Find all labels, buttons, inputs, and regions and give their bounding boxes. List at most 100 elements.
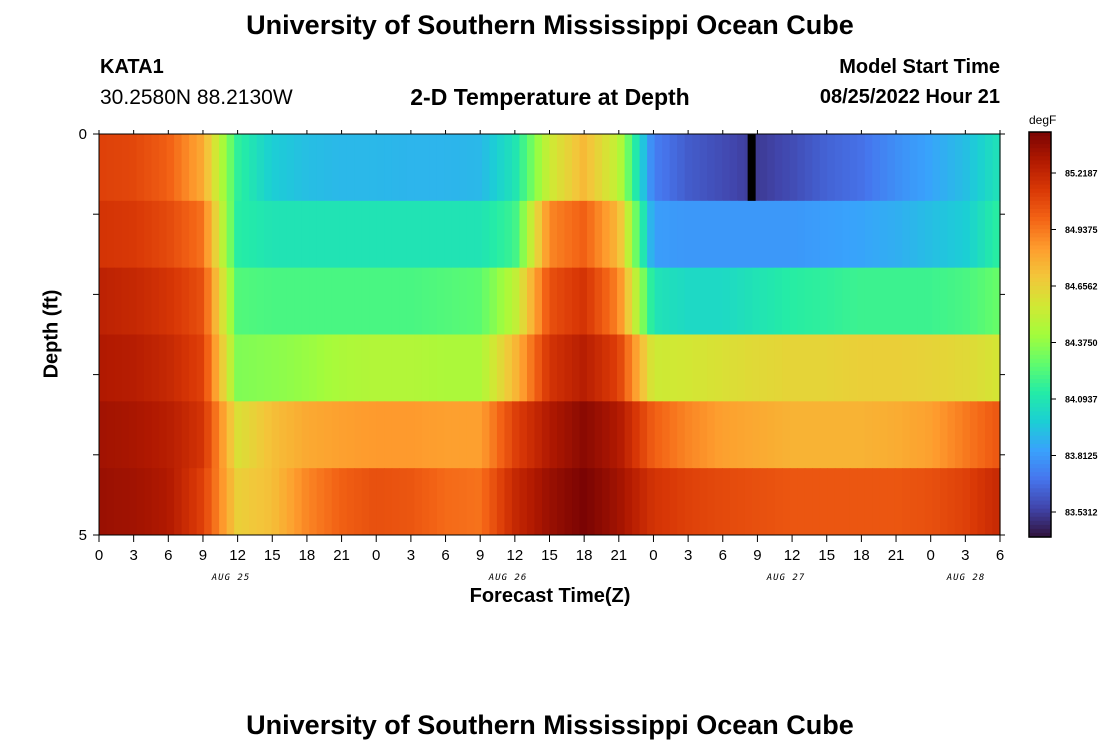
colorbar-segment (1029, 358, 1051, 364)
heatmap-cell (159, 267, 168, 335)
heatmap-cell (361, 200, 370, 269)
heatmap-cell (737, 401, 746, 469)
heatmap-cell (114, 134, 123, 202)
colorbar-segment (1029, 415, 1051, 421)
x-tick-label: 6 (996, 547, 1004, 564)
heatmap-cell (511, 267, 521, 335)
heatmap-cell (114, 401, 123, 469)
heatmap-cell (189, 200, 198, 269)
heatmap-cell (519, 468, 528, 536)
heatmap-cell (879, 267, 888, 335)
heatmap-cell (399, 468, 408, 536)
heatmap-cell (309, 267, 318, 335)
heatmap-cell (136, 267, 145, 335)
heatmap-cell (632, 334, 641, 402)
heatmap-cell (887, 334, 896, 402)
heatmap-cell (782, 401, 791, 469)
heatmap-cell (399, 334, 408, 402)
heatmap-cell (204, 267, 213, 335)
heatmap-cell (489, 334, 498, 402)
colorbar-segment (1029, 277, 1051, 283)
heatmap-cell (662, 134, 671, 202)
heatmap-cell (399, 134, 408, 202)
heatmap-cell (264, 267, 273, 335)
heatmap-cell (564, 200, 573, 269)
heatmap-cell (864, 200, 873, 269)
heatmap-cell (114, 200, 123, 269)
heatmap-cell (804, 401, 813, 469)
heatmap-cell (557, 134, 566, 202)
heatmap-cell (174, 334, 183, 402)
heatmap-cell (99, 401, 108, 469)
heatmap-cell (241, 200, 250, 269)
heatmap-cell (729, 468, 738, 536)
heatmap-cell (947, 401, 956, 469)
heatmap-cell (294, 200, 303, 269)
heatmap-cell (421, 134, 430, 202)
heatmap-cell (849, 468, 858, 536)
colorbar-segment (1029, 172, 1051, 178)
page-title: University of Southern Mississippi Ocean… (246, 10, 854, 40)
heatmap-cell (894, 468, 903, 536)
heatmap-cell (264, 200, 273, 269)
heatmap-cell (917, 401, 926, 469)
heatmap-cell (774, 267, 783, 335)
heatmap-cell (564, 334, 573, 402)
heatmap-cell (699, 468, 708, 536)
model-start-label: Model Start Time (839, 56, 1000, 78)
heatmap-cell (429, 468, 438, 536)
heatmap-cell (241, 468, 250, 536)
heatmap-cell (954, 200, 964, 269)
heatmap-cell (587, 200, 596, 269)
colorbar-segment (1029, 516, 1051, 522)
heatmap-cell (744, 401, 753, 469)
heatmap-cell (677, 468, 686, 536)
colorbar-segment (1029, 144, 1051, 149)
heatmap-cell (752, 267, 761, 335)
heatmap-cell (496, 468, 506, 536)
colorbar-segment (1029, 375, 1051, 380)
heatmap-cell (722, 267, 731, 335)
heatmap-cell (279, 401, 288, 469)
colorbar-segment (1029, 464, 1051, 469)
heatmap-cell (924, 334, 934, 402)
heatmap-cell (489, 200, 498, 269)
heatmap-cell (234, 267, 243, 335)
heatmap-cell (376, 267, 385, 335)
heatmap-cell (909, 200, 919, 269)
heatmap-cell (211, 200, 220, 269)
colorbar-segment (1029, 245, 1051, 251)
heatmap-cell (857, 267, 866, 335)
heatmap-cell (279, 134, 288, 202)
heatmap-cell (339, 468, 348, 536)
heatmap-cell (391, 200, 400, 269)
colorbar-segment (1029, 411, 1051, 417)
heatmap-cell (511, 401, 521, 469)
heatmap-cell (466, 401, 476, 469)
heatmap-cell (519, 334, 528, 402)
heatmap-cell (729, 267, 738, 335)
heatmap-cell (647, 134, 656, 202)
heatmap-cell (474, 334, 483, 402)
heatmap-cell (774, 468, 783, 536)
x-tick-label: 0 (372, 547, 380, 564)
heatmap-cell (662, 334, 671, 402)
heatmap-cell (917, 200, 926, 269)
heatmap-cell (917, 134, 926, 202)
heatmap-cell (474, 401, 483, 469)
colorbar-segment (1029, 379, 1051, 384)
heatmap-cell (159, 200, 168, 269)
heatmap-cell (226, 134, 235, 202)
heatmap-cell (857, 134, 866, 202)
heatmap-cell (391, 134, 400, 202)
colorbar-segment (1029, 443, 1051, 449)
heatmap-cell (204, 334, 213, 402)
heatmap-cell (647, 468, 656, 536)
heatmap-cell (984, 200, 994, 269)
heatmap-cell (827, 468, 836, 536)
heatmap-cell (932, 134, 941, 202)
heatmap-cell (511, 134, 521, 202)
heatmap-cell (474, 267, 483, 335)
heatmap-cell (451, 267, 460, 335)
x-tick-label: 18 (576, 547, 593, 564)
